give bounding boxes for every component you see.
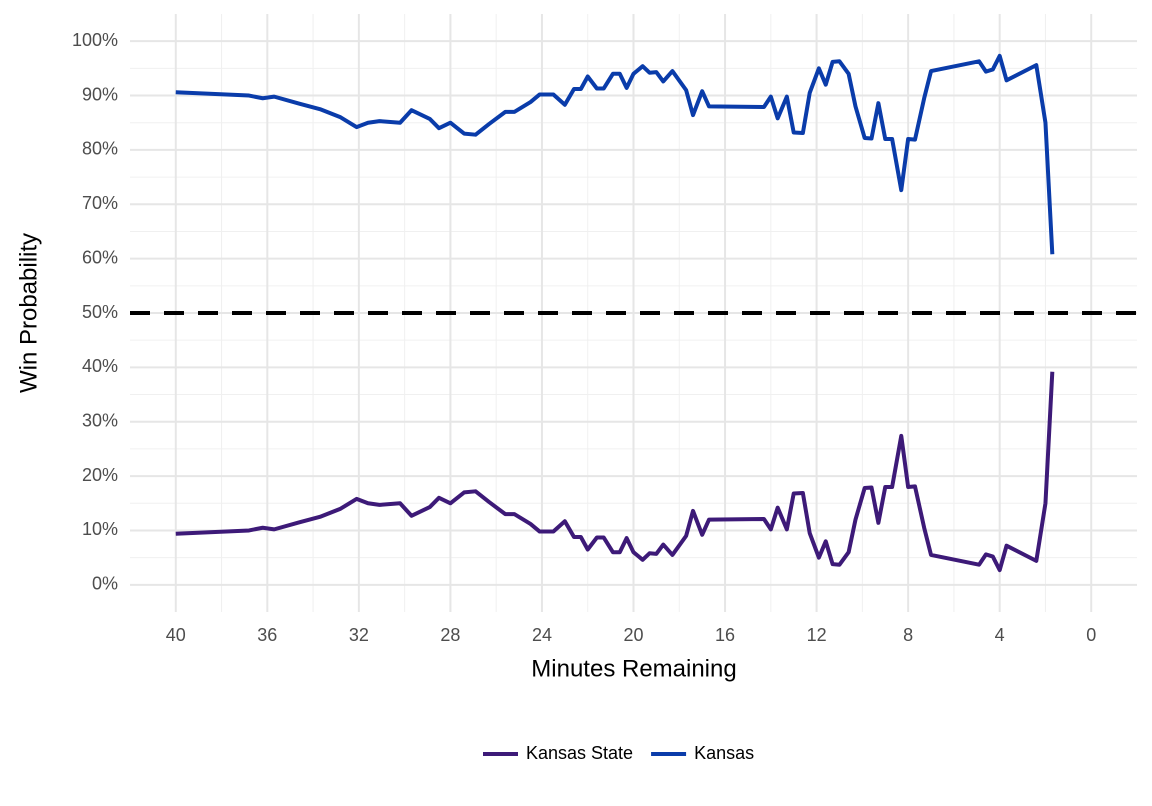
y-tick-label: 0% <box>92 574 118 594</box>
y-tick-label: 10% <box>82 519 118 539</box>
y-tick-label: 90% <box>82 84 118 104</box>
x-tick-label: 32 <box>349 625 369 645</box>
y-tick-label: 50% <box>82 302 118 322</box>
x-tick-label: 28 <box>440 625 460 645</box>
legend-label: Kansas State <box>526 743 633 763</box>
series-line <box>175 53 1055 255</box>
x-tick-label: 16 <box>715 625 735 645</box>
legend-label: Kansas <box>694 743 754 763</box>
x-tick-label: 4 <box>995 625 1005 645</box>
x-tick-label: 40 <box>166 625 186 645</box>
y-tick-label: 40% <box>82 356 118 376</box>
y-tick-label: 80% <box>82 139 118 159</box>
y-tick-label: 70% <box>82 193 118 213</box>
x-tick-label: 12 <box>807 625 827 645</box>
x-tick-label: 24 <box>532 625 552 645</box>
x-tick-label: 0 <box>1086 625 1096 645</box>
y-tick-label: 60% <box>82 247 118 267</box>
y-tick-label: 100% <box>72 30 118 50</box>
x-tick-label: 8 <box>903 625 913 645</box>
x-tick-label: 20 <box>623 625 643 645</box>
y-axis-title: Win Probability <box>15 233 42 393</box>
y-tick-label: 30% <box>82 410 118 430</box>
x-tick-label: 36 <box>257 625 277 645</box>
series-line <box>175 371 1055 573</box>
x-axis-title: Minutes Remaining <box>531 655 736 682</box>
y-tick-label: 20% <box>82 465 118 485</box>
